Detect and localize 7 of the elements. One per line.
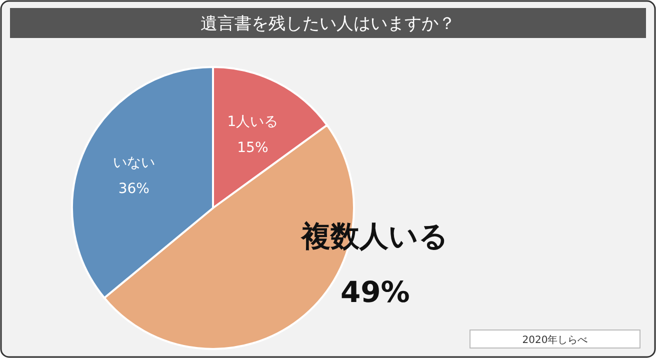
slice-label: いない [112, 154, 155, 171]
data-label: 49% [340, 275, 410, 310]
data-label: 36% [118, 180, 150, 197]
slice-label: 1人いる [227, 114, 278, 130]
text: 2020年しらべ [522, 334, 588, 346]
chart-title: 遺言書を残したい人はいますか？ [200, 14, 456, 34]
data-label: 15% [237, 140, 268, 156]
